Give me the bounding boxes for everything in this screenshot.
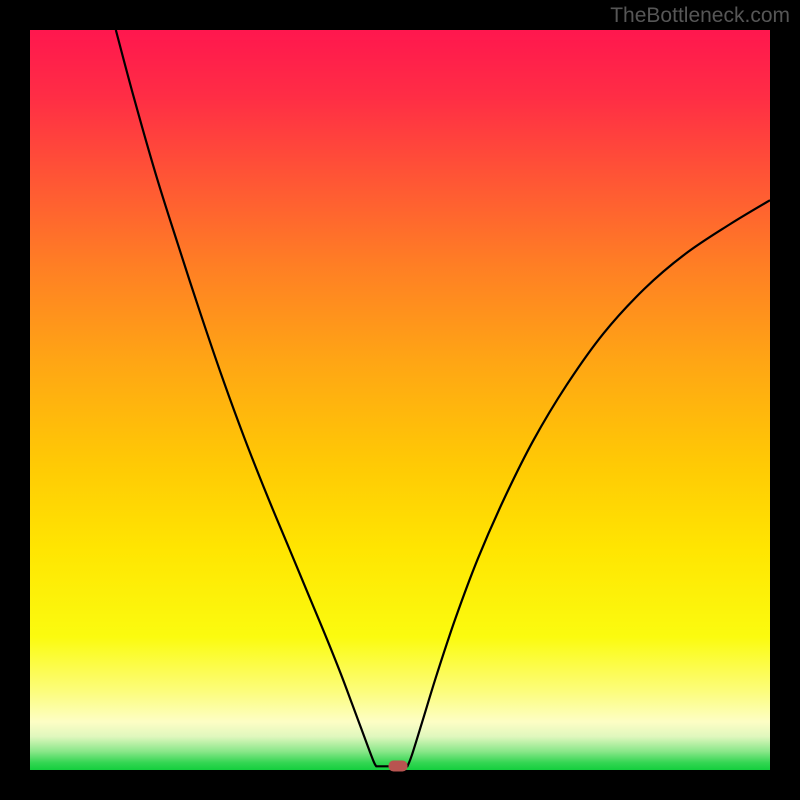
watermark-text: TheBottleneck.com xyxy=(610,4,790,28)
bottleneck-curve xyxy=(30,30,770,770)
plot-area xyxy=(30,30,770,770)
optimal-marker xyxy=(388,761,407,772)
